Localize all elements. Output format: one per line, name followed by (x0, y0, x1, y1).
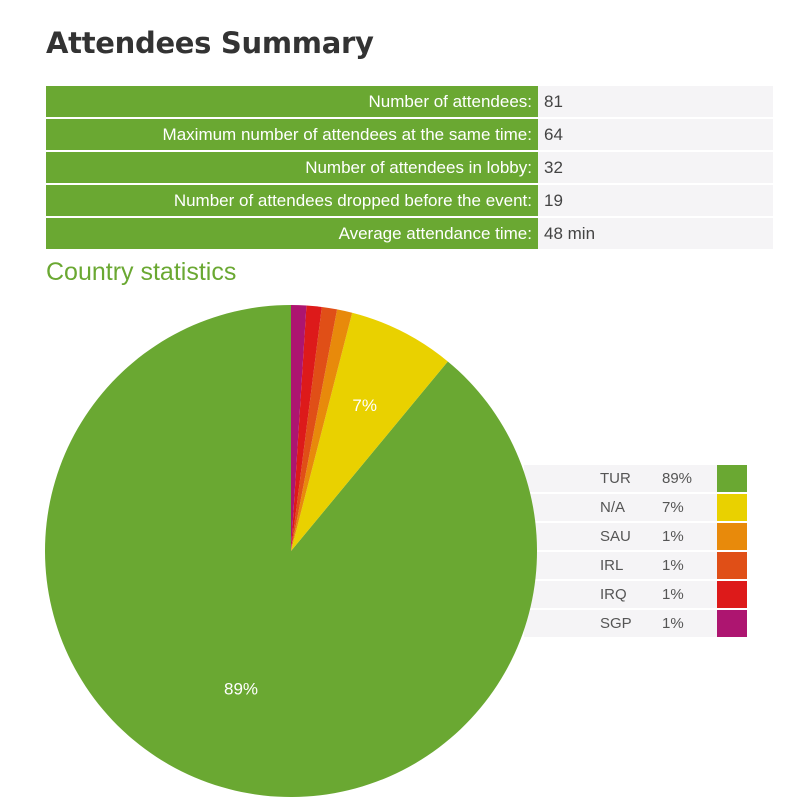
legend-row-irq: IRQ 1% (524, 581, 747, 608)
legend-row-sgp: SGP 1% (524, 610, 747, 637)
pie-slice-tur (45, 305, 538, 797)
legend-percent: 1% (662, 557, 684, 574)
summary-row-max-attendees: Maximum number of attendees at the same … (46, 119, 773, 152)
legend-country: N/A (600, 499, 626, 516)
legend-swatch (717, 581, 747, 608)
pie-slice-label-tur: 89% (224, 679, 258, 698)
pie-slice-irl (291, 306, 338, 551)
legend-country: IRL (600, 557, 624, 574)
summary-row-lobby: Number of attendees in lobby: 32 (46, 152, 773, 185)
legend-percent: 89% (662, 470, 693, 487)
summary-label: Maximum number of attendees at the same … (46, 119, 538, 150)
summary-label: Average attendance time: (46, 218, 538, 249)
pie-slice-sau (291, 309, 353, 551)
summary-label: Number of attendees dropped before the e… (46, 185, 538, 216)
pie-slice-sgp (291, 305, 307, 551)
summary-value: 19 (538, 185, 773, 216)
country-statistics-title: Country statistics (46, 258, 237, 286)
legend-swatch (717, 610, 747, 637)
legend-country: IRQ (600, 586, 627, 603)
summary-label: Number of attendees: (46, 86, 538, 117)
pie-slice-irq (291, 305, 322, 551)
summary-value: 81 (538, 86, 773, 117)
summary-label: Number of attendees in lobby: (46, 152, 538, 183)
summary-value: 64 (538, 119, 773, 150)
legend-country: TUR (600, 470, 631, 487)
legend-percent: 7% (662, 499, 684, 516)
summary-row-attendees: Number of attendees: 81 (46, 86, 773, 119)
summary-row-avg-time: Average attendance time: 48 min (46, 218, 773, 251)
legend-swatch (717, 523, 747, 550)
pie-legend: TUR 89% N/A 7% SAU 1% IRL 1% IRQ 1% SGP … (524, 465, 747, 639)
page-title: Attendees Summary (46, 26, 374, 60)
summary-value: 32 (538, 152, 773, 183)
summary-value: 48 min (538, 218, 773, 249)
legend-row-na: N/A 7% (524, 494, 747, 521)
pie-slice-label-na: 7% (352, 396, 377, 415)
legend-swatch (717, 465, 747, 492)
summary-row-dropped: Number of attendees dropped before the e… (46, 185, 773, 218)
legend-country: SGP (600, 615, 632, 632)
legend-percent: 1% (662, 586, 684, 603)
pie-slice-na (291, 312, 448, 551)
legend-row-sau: SAU 1% (524, 523, 747, 550)
legend-row-tur: TUR 89% (524, 465, 747, 492)
legend-percent: 1% (662, 615, 684, 632)
attendees-summary-table: Number of attendees: 81 Maximum number o… (46, 86, 773, 251)
legend-swatch (717, 552, 747, 579)
legend-percent: 1% (662, 528, 684, 545)
legend-row-irl: IRL 1% (524, 552, 747, 579)
legend-swatch (717, 494, 747, 521)
legend-country: SAU (600, 528, 631, 545)
